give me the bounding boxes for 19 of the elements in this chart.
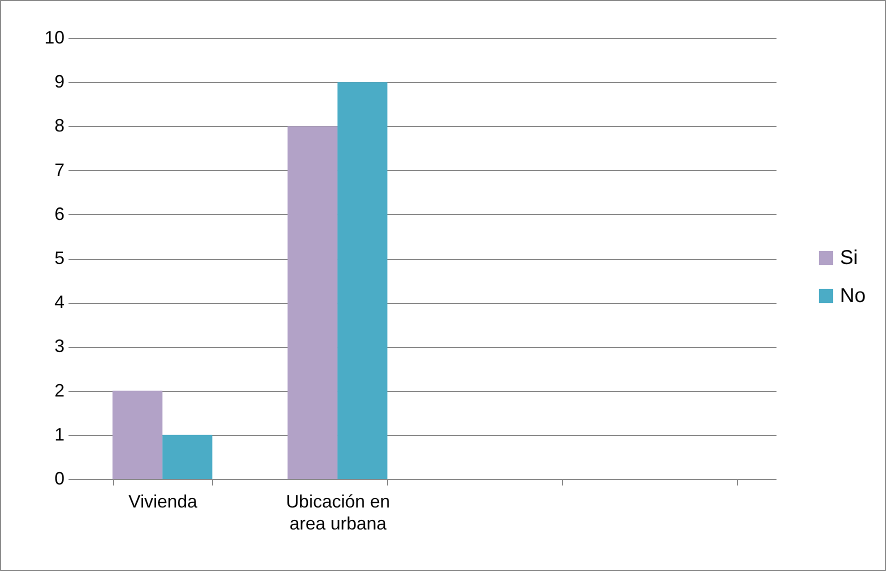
bar: [112, 390, 162, 479]
y-tick-label: 6: [54, 204, 64, 224]
y-tick-label: 0: [54, 468, 64, 488]
y-tick-label: 8: [54, 116, 64, 136]
y-tick-label: 1: [54, 424, 64, 444]
legend-label: No: [840, 285, 866, 307]
y-tick-label: 5: [54, 248, 64, 268]
y-tick-label: 4: [54, 292, 64, 312]
bar: [288, 126, 338, 479]
y-tick-label: 9: [54, 72, 64, 92]
y-tick-label: 2: [54, 380, 64, 400]
bar: [337, 82, 388, 479]
bar: [162, 434, 212, 479]
legend-label: Si: [840, 247, 858, 269]
y-tick-label: 10: [44, 28, 64, 48]
x-tick-label: Ubicación en area urbana: [286, 492, 390, 534]
y-tick-label: 7: [54, 160, 64, 180]
x-tick-label: Vivienda: [128, 492, 198, 512]
y-tick-label: 3: [54, 336, 64, 356]
